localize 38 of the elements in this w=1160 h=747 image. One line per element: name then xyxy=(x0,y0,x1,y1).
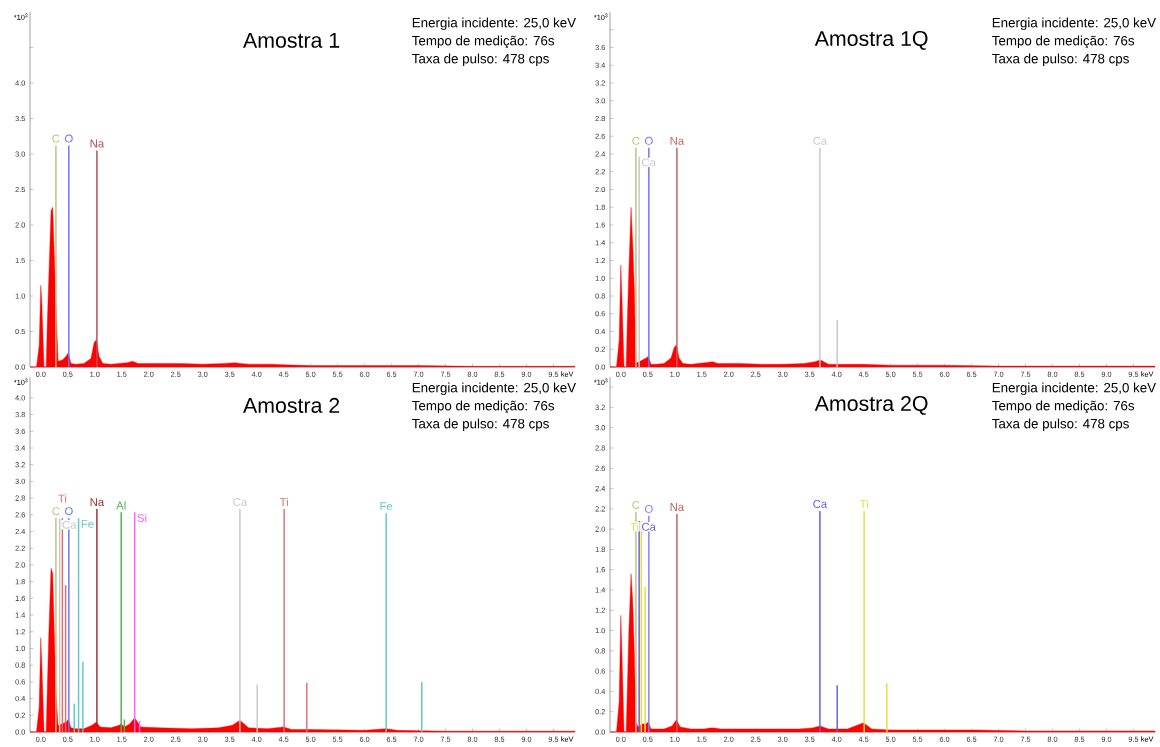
series-label: Ca xyxy=(813,499,828,508)
annotation: Taxa de pulso: 478 cps xyxy=(992,418,1129,432)
annotation: Taxa de pulso: 478 cps xyxy=(412,53,549,67)
series-label: O xyxy=(644,136,653,145)
series-label: O xyxy=(644,505,653,514)
series-label: Ti xyxy=(630,522,639,531)
series-label: Fe xyxy=(81,519,94,528)
series-label: Na xyxy=(670,503,685,511)
annotation: Tempo de medição: 76s xyxy=(992,400,1135,414)
series-label: C xyxy=(52,134,60,143)
annotation: Energia incidente: 25,0 keV xyxy=(992,382,1157,396)
text: Amostra 2Q xyxy=(814,395,928,415)
series-label: Na xyxy=(670,136,685,145)
series-label: C xyxy=(632,500,640,509)
annotation: Tempo de medição: 76s xyxy=(412,400,555,414)
series-label: Ca xyxy=(642,522,656,531)
series-label: Ti xyxy=(859,499,868,508)
series-label: Si xyxy=(137,513,147,523)
series-label: Al xyxy=(116,501,126,510)
annotation: Energia incidente: 25,0 keV xyxy=(412,17,577,31)
series-label: O xyxy=(64,507,73,516)
annotation: Taxa de pulso: 478 cps xyxy=(992,53,1129,67)
series-label: Na xyxy=(90,498,105,507)
text: Amostra 2 xyxy=(243,397,340,413)
text: Amostra 1Q xyxy=(814,30,928,50)
series-label: Ti xyxy=(279,497,288,507)
text: Amostra 1 xyxy=(243,32,340,48)
annotation: Taxa de pulso: 478 cps xyxy=(412,418,549,432)
annotation: Tempo de medição: 76s xyxy=(992,35,1135,49)
annotation: Energia incidente: 25,0 keV xyxy=(992,17,1157,31)
annotation: Tempo de medição: 76s xyxy=(412,35,555,49)
annotation: Energia incidente: 25,0 keV xyxy=(412,382,577,396)
series-label: C xyxy=(52,507,60,516)
series-label: Na xyxy=(90,139,105,148)
series-label: C xyxy=(632,136,640,145)
series-label: O xyxy=(64,134,73,143)
series-label: Ti xyxy=(58,494,67,503)
series-label: Fe xyxy=(380,502,393,511)
